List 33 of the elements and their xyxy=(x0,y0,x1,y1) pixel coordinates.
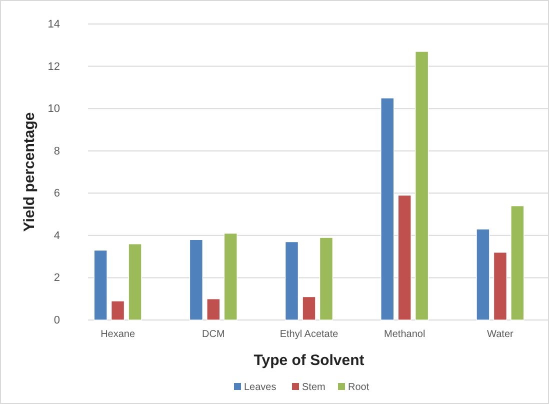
bar xyxy=(206,298,220,320)
bar xyxy=(302,296,316,320)
bar xyxy=(284,241,299,320)
legend-label: Leaves xyxy=(244,382,276,393)
y-tick-label: 2 xyxy=(54,272,60,284)
bar xyxy=(189,239,203,320)
legend-label: Stem xyxy=(302,382,326,393)
y-tick-label: 0 xyxy=(54,314,60,327)
x-tick-label: Water xyxy=(487,329,514,340)
x-axis-title: Type of Solvent xyxy=(254,352,364,369)
y-tick-label: 10 xyxy=(48,103,60,116)
y-tick-label: 6 xyxy=(54,188,60,200)
bar xyxy=(476,228,490,320)
y-tick-label: 4 xyxy=(54,230,60,242)
x-tick-label: DCM xyxy=(202,329,225,340)
bar xyxy=(493,252,508,320)
y-axis-title: Yield percentage xyxy=(21,112,38,232)
legend-label: Root xyxy=(348,382,370,393)
bar xyxy=(319,237,334,320)
bar xyxy=(510,205,524,320)
x-tick-label: Methanol xyxy=(384,329,426,340)
bar xyxy=(224,232,238,320)
bar xyxy=(128,244,142,320)
bar xyxy=(415,51,429,320)
bar xyxy=(398,194,412,320)
bar xyxy=(94,250,108,320)
y-tick-label: 14 xyxy=(48,18,60,31)
x-tick-label: Ethyl Acetate xyxy=(280,329,339,340)
x-tick-label: Hexane xyxy=(100,329,136,340)
bar xyxy=(380,98,394,320)
y-tick-label: 12 xyxy=(48,60,60,73)
y-tick-label: 8 xyxy=(54,145,60,158)
bar xyxy=(110,300,125,320)
